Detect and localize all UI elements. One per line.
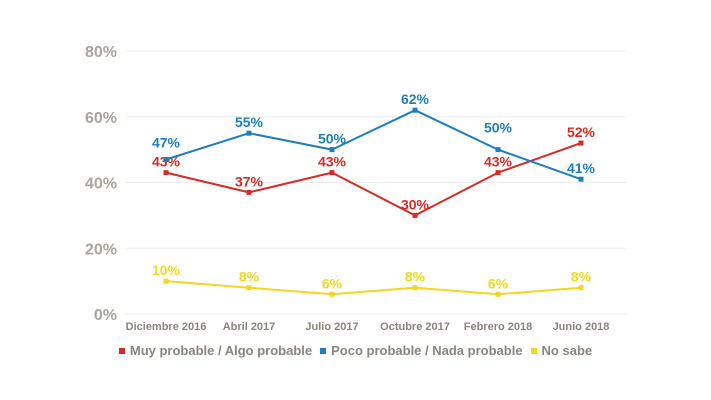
series-line-1 bbox=[165, 109, 582, 181]
data-point bbox=[329, 170, 335, 176]
data-label: 43% bbox=[484, 154, 513, 170]
y-tick-label: 40% bbox=[85, 176, 117, 193]
data-label: 6% bbox=[322, 275, 343, 291]
data-point bbox=[495, 291, 501, 297]
data-label: 50% bbox=[484, 120, 513, 136]
x-tick-label: Octubre 2017 bbox=[380, 321, 450, 333]
data-point bbox=[329, 291, 335, 297]
data-label: 8% bbox=[571, 269, 592, 285]
data-point bbox=[329, 147, 335, 153]
data-label: 52% bbox=[567, 124, 596, 140]
chart-legend: Muy probable / Algo probable Poco probabl… bbox=[0, 343, 711, 358]
data-label: 30% bbox=[401, 196, 430, 212]
x-tick-label: Febrero 2018 bbox=[464, 321, 532, 333]
series-line-2 bbox=[165, 280, 582, 296]
y-tick-label: 80% bbox=[85, 44, 117, 61]
legend-label: Poco probable / Nada probable bbox=[331, 343, 523, 358]
data-label: 6% bbox=[488, 275, 509, 291]
data-label: 55% bbox=[235, 114, 264, 130]
legend-label: No sabe bbox=[541, 343, 593, 358]
data-point bbox=[578, 140, 584, 146]
data-label: 47% bbox=[152, 134, 181, 150]
legend-marker bbox=[530, 347, 537, 354]
data-point bbox=[163, 156, 169, 162]
data-label: 8% bbox=[239, 269, 260, 285]
data-point bbox=[578, 285, 584, 291]
x-tick-label: Abril 2017 bbox=[223, 321, 276, 333]
legend-item: Poco probable / Nada probable bbox=[320, 343, 523, 358]
data-point bbox=[246, 189, 252, 195]
data-point bbox=[412, 107, 418, 113]
data-label: 50% bbox=[318, 131, 347, 147]
data-point bbox=[495, 170, 501, 176]
x-tick-label: Diciembre 2016 bbox=[126, 321, 207, 333]
data-label: 10% bbox=[152, 262, 181, 278]
legend-item: No sabe bbox=[530, 343, 593, 358]
x-tick-label: Junio 2018 bbox=[553, 321, 610, 333]
chart-plot-area: 0% 20% 40% 60% 80% Diciembre 2016 Abril 2017 Ju… bbox=[85, 44, 626, 333]
data-point bbox=[246, 130, 252, 136]
y-tick-label: 0% bbox=[94, 307, 117, 324]
y-tick-label: 20% bbox=[85, 241, 117, 258]
series-line-0 bbox=[165, 142, 582, 217]
data-point bbox=[495, 147, 501, 153]
data-point bbox=[163, 278, 169, 284]
legend-marker bbox=[320, 347, 327, 354]
data-label: 43% bbox=[318, 154, 347, 170]
data-point bbox=[412, 285, 418, 291]
y-tick-label: 60% bbox=[85, 110, 117, 127]
data-label: 41% bbox=[567, 160, 596, 176]
data-point bbox=[412, 212, 418, 218]
x-tick-label: Julio 2017 bbox=[305, 321, 358, 333]
legend-item: Muy probable / Algo probable bbox=[118, 343, 313, 358]
data-label: 37% bbox=[235, 173, 264, 189]
data-label: 8% bbox=[405, 269, 426, 285]
data-label: 62% bbox=[401, 91, 430, 107]
data-point bbox=[246, 285, 252, 291]
legend-label: Muy probable / Algo probable bbox=[129, 343, 313, 358]
data-point bbox=[578, 176, 584, 182]
legend-marker bbox=[118, 347, 125, 354]
data-point bbox=[163, 170, 169, 176]
